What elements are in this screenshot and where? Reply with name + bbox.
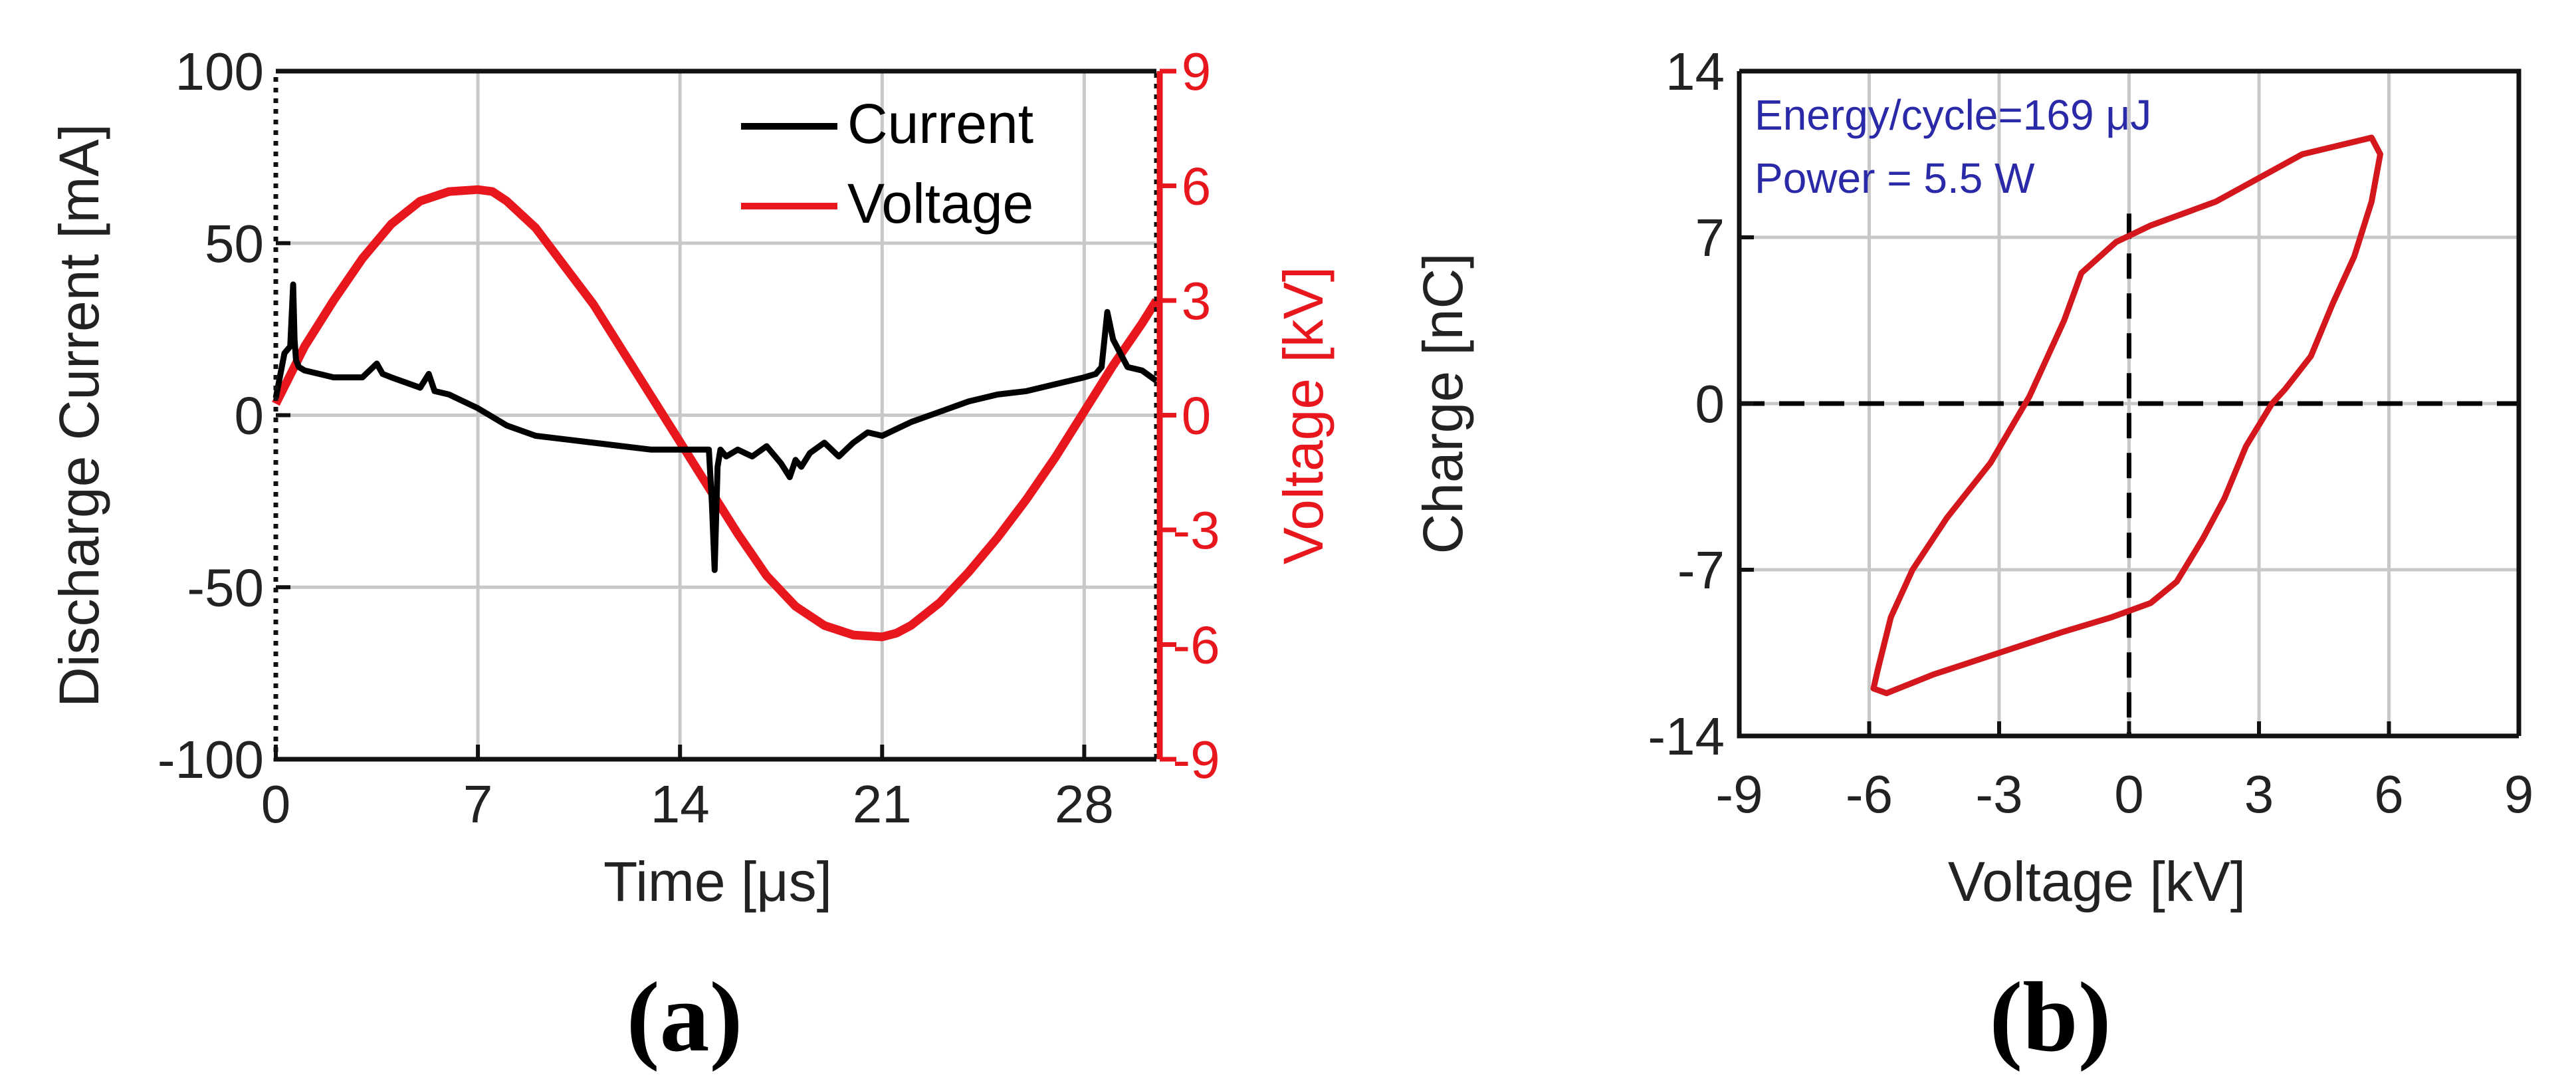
chart-a-right-tick-label: 0 (1182, 386, 1212, 445)
chart-a-x-tick-label: 0 (261, 775, 291, 834)
chart-a: 0 7 14 21 28 100 50 0 -50 -100 9 6 3 0 -3 -6 -9 Curren… (48, 42, 1335, 1072)
legend-current-label: Current (847, 92, 1033, 155)
panel-label-a: (a) (627, 962, 743, 1072)
chart-a-right-tick-label: -3 (1172, 501, 1220, 560)
chart-b: -9 -6 -3 0 3 6 9 14 7 0 -7 -14 Energy/cycle=169 μJ… (1412, 42, 2533, 1072)
chart-b-x-tick-label: 9 (2504, 765, 2534, 824)
chart-b-y-tick-label: 14 (1665, 42, 1725, 101)
chart-a-left-tick-labels: 100 50 0 -50 -100 (158, 42, 264, 789)
chart-b-x-tick-labels: -9 -6 -3 0 3 6 9 (1715, 765, 2533, 824)
chart-a-x-tick-label: 14 (651, 775, 710, 834)
panel-label-b: (b) (1989, 962, 2111, 1072)
chart-a-left-tick-label: -50 (187, 558, 264, 617)
chart-b-x-tick-label: 0 (2114, 765, 2144, 824)
chart-b-ticks (1737, 69, 2521, 738)
chart-b-x-tick-label: 3 (2244, 765, 2274, 824)
chart-a-ticks (274, 68, 1176, 762)
annotation-energy-per-cycle: Energy/cycle=169 μJ (1755, 91, 2151, 139)
lissajous-loop-line (1870, 134, 2383, 697)
chart-a-left-tick-label: 0 (235, 386, 265, 445)
chart-a-x-tick-label: 7 (463, 775, 493, 834)
chart-a-series (272, 185, 1160, 642)
chart-a-x-axis-title: Time [μs] (603, 850, 832, 913)
chart-a-right-tick-label: -6 (1172, 616, 1220, 675)
chart-a-legend: Current Voltage (741, 92, 1033, 235)
chart-a-x-tick-label: 21 (853, 775, 912, 834)
chart-a-right-tick-labels: 9 6 3 0 -3 -6 -9 (1172, 42, 1220, 789)
chart-b-x-tick-label: -9 (1715, 765, 1763, 824)
chart-a-x-tick-labels: 0 7 14 21 28 (261, 775, 1114, 834)
annotation-power: Power = 5.5 W (1755, 154, 2035, 202)
chart-b-y-tick-labels: 14 7 0 -7 -14 (1648, 42, 1725, 766)
chart-a-left-axis-title: Discharge Current [mA] (48, 124, 110, 707)
chart-b-y-tick-label: 0 (1695, 374, 1725, 433)
chart-b-y-axis-title: Charge [nC] (1412, 253, 1474, 554)
chart-b-x-tick-label: 6 (2374, 765, 2404, 824)
chart-b-x-tick-label: -3 (1975, 765, 2022, 824)
chart-a-left-tick-label: 50 (205, 214, 264, 273)
chart-b-y-tick-label: -14 (1648, 707, 1725, 766)
chart-b-x-tick-label: -6 (1846, 765, 1893, 824)
chart-b-y-tick-label: -7 (1677, 541, 1725, 600)
chart-b-y-tick-label: 7 (1695, 208, 1725, 267)
chart-a-right-tick-label: 6 (1182, 157, 1212, 216)
current-series-line (272, 281, 1158, 573)
chart-a-x-tick-label: 28 (1055, 775, 1114, 834)
chart-b-x-axis-title: Voltage [kV] (1948, 850, 2246, 913)
legend-voltage-label: Voltage (847, 172, 1033, 235)
voltage-series-line (272, 185, 1160, 642)
chart-a-right-tick-label: 3 (1182, 271, 1212, 330)
chart-a-right-tick-label: 9 (1182, 42, 1212, 101)
chart-a-right-tick-label: -9 (1172, 730, 1220, 789)
chart-a-left-tick-label: -100 (158, 730, 264, 789)
chart-a-right-axis-title: Voltage [kV] (1272, 267, 1335, 564)
chart-a-left-tick-label: 100 (175, 42, 264, 101)
